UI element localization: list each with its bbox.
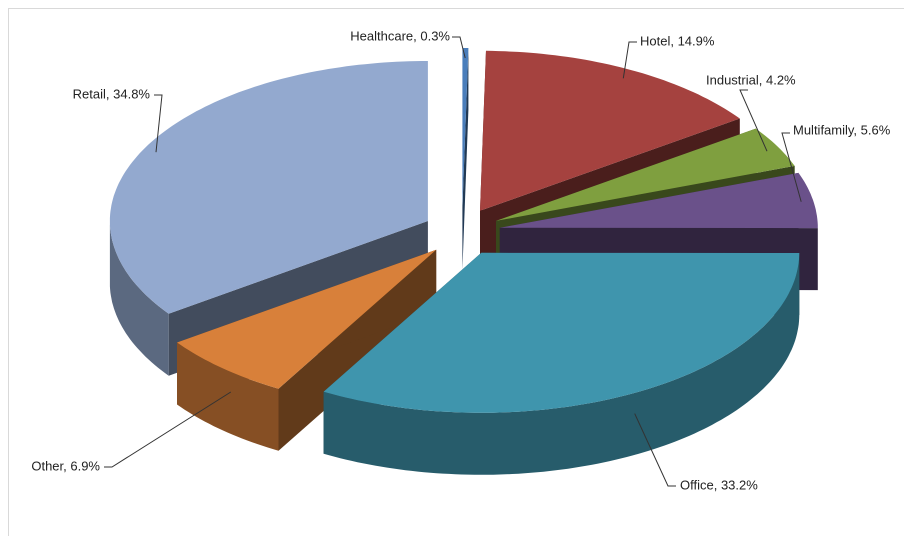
- slice-side: [177, 342, 279, 451]
- leader-line: [154, 94, 163, 153]
- leader-line: [622, 41, 637, 79]
- data-label: Industrial, 4.2%: [706, 72, 796, 87]
- leader-line: [781, 132, 802, 202]
- slice-side: [109, 221, 169, 376]
- slice: [109, 61, 428, 314]
- data-label: Retail, 34.8%: [73, 86, 151, 101]
- slice-wall: [462, 48, 469, 270]
- chart-frame: [8, 8, 904, 536]
- leader-line: [104, 391, 232, 468]
- leader-line: [739, 89, 768, 152]
- slice-side: [323, 253, 800, 475]
- data-label: Office, 33.2%: [680, 477, 758, 492]
- slice: [177, 249, 437, 389]
- data-label: Healthcare, 0.3%: [350, 28, 450, 43]
- slice: [480, 50, 740, 211]
- slice: [499, 172, 818, 229]
- data-label: Multifamily, 5.6%: [793, 122, 891, 137]
- slice: [323, 252, 800, 413]
- data-label: Hotel, 14.9%: [640, 33, 715, 48]
- slice: [496, 128, 795, 221]
- leader-line: [634, 413, 676, 487]
- slice: [462, 48, 469, 208]
- data-label: Other, 6.9%: [31, 458, 100, 473]
- leader-line: [452, 36, 466, 59]
